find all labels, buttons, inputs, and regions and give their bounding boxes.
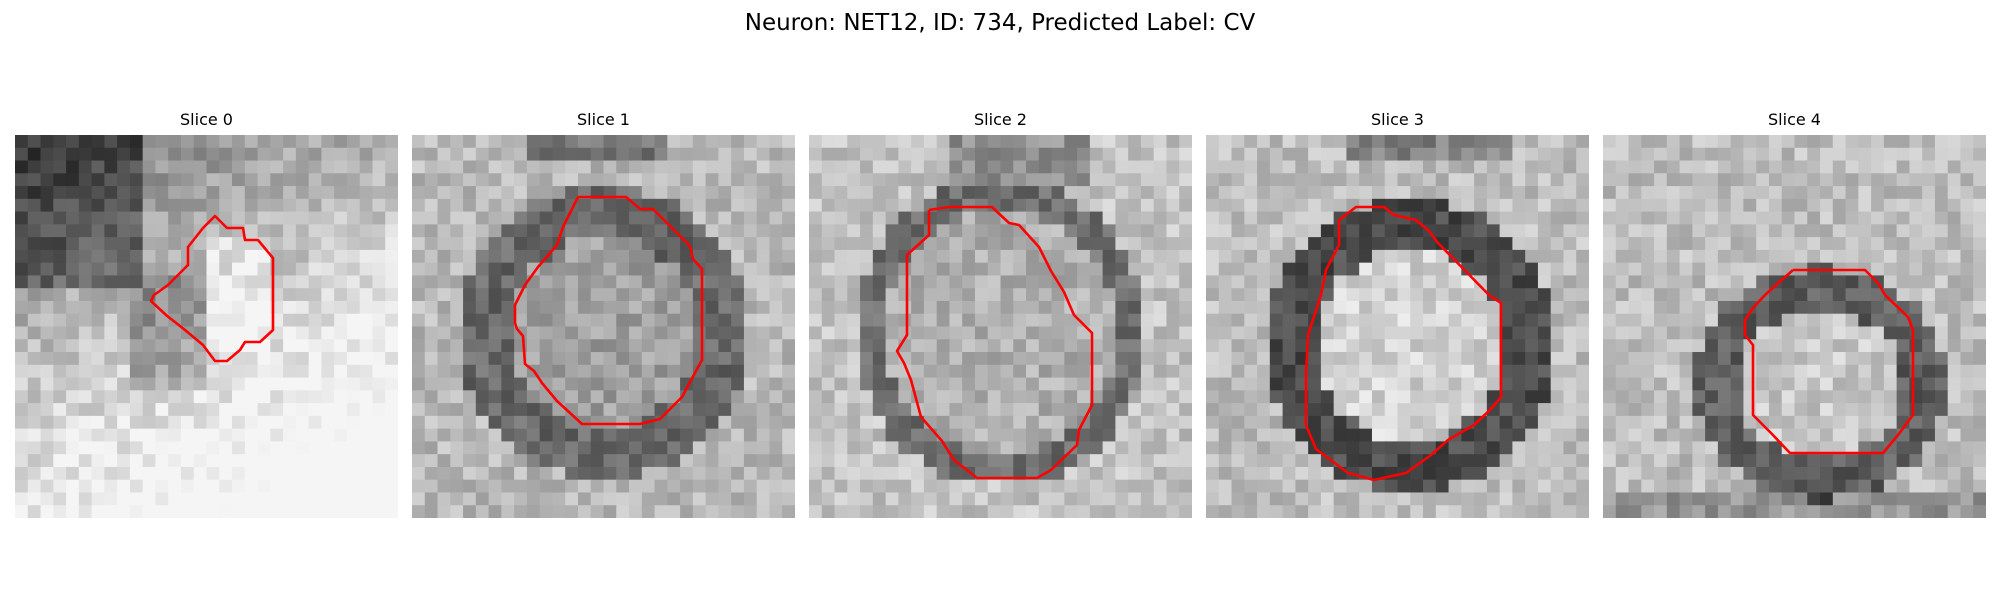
slice-panel-3: Slice 3 xyxy=(1206,110,1589,518)
slice-image-3 xyxy=(1206,135,1589,518)
contour xyxy=(1743,268,1915,455)
slice-image-1 xyxy=(412,135,795,518)
slice-title: Slice 0 xyxy=(180,110,233,129)
figure-title: Neuron: NET12, ID: 734, Predicted Label:… xyxy=(744,10,1256,36)
slice-panel-4: Slice 4 xyxy=(1603,110,1986,518)
slice-panel-2: Slice 2 xyxy=(809,110,1192,518)
slice-title: Slice 4 xyxy=(1768,110,1821,129)
slice-title: Slice 3 xyxy=(1371,110,1424,129)
slice-title: Slice 2 xyxy=(974,110,1027,129)
slice-title: Slice 1 xyxy=(577,110,630,129)
slice-image-0 xyxy=(15,135,398,518)
slice-panel-0: Slice 0 xyxy=(15,110,398,518)
contour xyxy=(1304,205,1503,482)
slice-image-4 xyxy=(1603,135,1986,518)
contour xyxy=(149,214,275,363)
slice-image-2 xyxy=(809,135,1192,518)
contour xyxy=(895,205,1094,480)
contour xyxy=(513,195,704,426)
slice-panel-1: Slice 1 xyxy=(412,110,795,518)
